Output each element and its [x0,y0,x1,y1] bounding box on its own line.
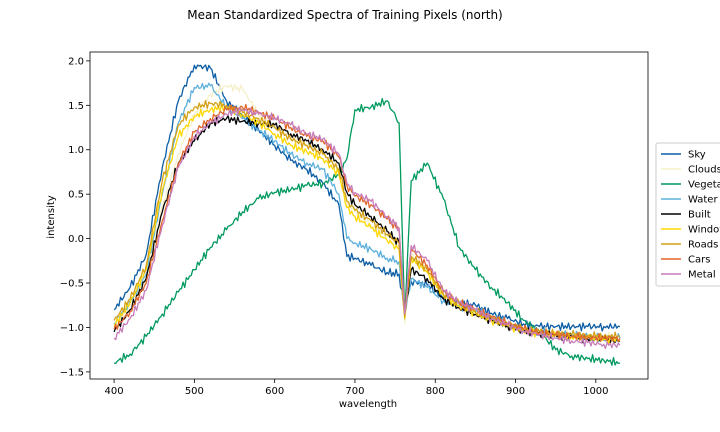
y-tick-label: −1.5 [60,367,84,378]
x-tick-label: 600 [265,386,284,397]
x-tick-label: 1000 [583,386,608,397]
legend-entry-cars: Cars [688,255,710,266]
legend-frame [655,142,720,287]
y-tick-label: 0.5 [68,190,84,201]
x-tick-label: 700 [345,386,364,397]
y-tick-label: 1.0 [68,145,84,156]
series-line-sky [113,64,621,332]
y-tick-label: 2.0 [68,56,84,67]
series-line-metal [113,107,621,350]
y-axis-label: intensity [46,195,57,238]
legend-entry-sky: Sky [688,150,706,161]
legend-entry-clouds: Clouds [688,165,720,176]
series-line-clouds [113,83,621,342]
legend: Sky Clouds Vegetation Water Built Windows Road… [655,142,720,287]
x-tick-label: 900 [506,386,525,397]
x-axis-label: wavelength [339,399,397,410]
legend-entry-metal: Metal [688,270,716,281]
legend-entry-water: Water [688,195,718,206]
chart-title: Mean Standardized Spectra of Training Pi… [187,8,503,22]
series-layer [113,64,621,366]
series-line-water [113,82,621,343]
legend-entry-vegetation: Vegetation [688,180,720,191]
legend-entry-roads: Roads [688,240,718,251]
y-tick-label: 0.0 [68,234,84,245]
y-tick-label: −0.5 [60,279,84,290]
series-line-windows [113,102,621,345]
y-tick-label: 1.5 [68,101,84,112]
legend-entry-windows: Windows [688,225,720,236]
y-tick-label: −1.0 [60,323,84,334]
series-line-built [113,114,621,344]
x-tick-label: 500 [185,386,204,397]
series-line-cars [113,103,621,343]
plot-frame [89,51,649,380]
axes-layer: 400 500 600 700 800 900 1000 −1.5 −1.0 −0.5 0.0 0.5… [60,56,609,397]
x-tick-label: 400 [105,386,124,397]
x-tick-label: 800 [426,386,445,397]
legend-entry-built: Built [688,210,711,221]
